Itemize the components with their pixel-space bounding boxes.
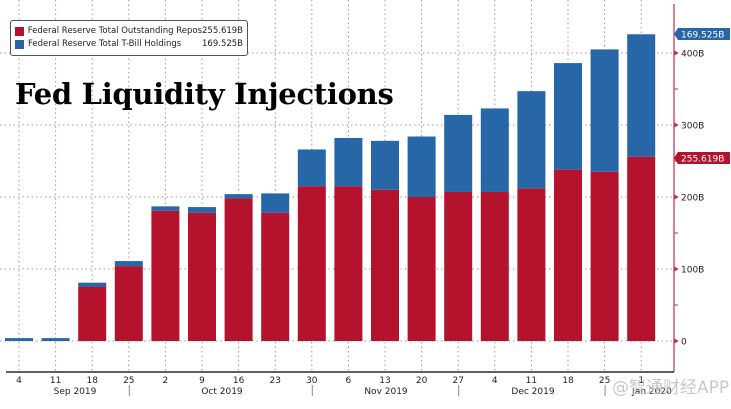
bar-tbills [334,137,363,187]
bar-repos [407,197,436,341]
y-tick-marker [674,266,679,272]
bar-tbills [444,114,473,192]
last-value-callout-repos [674,152,730,164]
bar-tbills [297,149,326,187]
x-tick-label: 20 [416,376,428,386]
bar-repos [151,210,180,341]
last-value-label-tbills: 169.525B [681,31,724,41]
x-tick-label: 27 [452,376,463,386]
x-tick-label: 13 [379,376,390,386]
bar-tbills [371,140,399,190]
x-tick-label: 4 [492,376,498,386]
y-tick-marker [674,338,679,344]
x-tick-label: 11 [50,376,61,386]
bar-repos [261,212,290,341]
x-tick-label: 23 [269,376,280,386]
x-month-label: Sep 2019 [54,387,97,397]
bar-tbills [114,261,143,267]
x-tick-label: 30 [306,376,318,386]
bar-repos [627,156,656,341]
bar-tbills [407,136,436,197]
legend-label-tbills: Federal Reserve Total T-Bill Holdings [28,39,182,49]
x-tick-label: 11 [526,376,537,386]
x-tick-label: 6 [346,376,352,386]
legend-value-repos: 255.619B [202,26,243,36]
y-tick-label: 100B [681,266,704,276]
x-tick-label: 18 [86,376,98,386]
bar-repos [188,212,216,341]
x-month-label: Jan 2020 [631,387,672,397]
bar-tbills [78,282,107,287]
legend-item-repos: Federal Reserve Total Outstanding Repos … [15,25,243,37]
bar-repos [517,188,546,341]
bar-repos [78,287,107,341]
last-value-callout-tbills [674,28,730,40]
bar-tbills [480,108,509,192]
x-month-label: Dec 2019 [511,387,554,397]
x-tick-label: 4 [16,376,22,386]
chart-title: Fed Liquidity Injections [15,77,394,111]
x-tick-label: 25 [599,376,610,386]
bar-repos [444,191,473,341]
bar-tbills [151,206,180,211]
bar-tbills [554,63,582,170]
legend-swatch-tbills [15,39,24,49]
x-tick-label: 25 [123,376,134,386]
last-value-label-repos: 255.619B [681,155,724,165]
y-tick-label: 0 [681,338,687,348]
y-tick-marker [674,194,679,200]
bar-tbills [5,338,33,341]
x-tick-label: 16 [233,376,245,386]
x-month-label: Nov 2019 [364,387,408,397]
x-month-label: Oct 2019 [201,387,243,397]
bar-repos [224,198,253,341]
legend: Federal Reserve Total Outstanding Repos … [10,20,248,56]
bar-tbills [188,207,216,213]
legend-value-tbills: 169.525B [202,39,243,49]
y-tick-label: 400B [681,50,704,60]
bar-tbills [41,338,70,341]
legend-label-repos: Federal Reserve Total Outstanding Repos [27,26,203,36]
bar-tbills [224,194,253,199]
bar-repos [590,171,619,341]
bar-tbills [261,193,290,213]
y-tick-marker [674,50,679,56]
legend-swatch-repos [15,26,24,36]
x-tick-label: 9 [199,376,205,386]
y-tick-label: 200B [681,194,704,204]
bar-repos [371,189,399,341]
bar-repos [297,186,326,341]
x-tick-label: 2 [163,376,169,386]
y-tick-marker [674,122,679,128]
bar-tbills [590,49,619,172]
y-tick-label: 300B [681,122,704,132]
watermark: @智通财经APP [612,378,730,398]
bar-repos [554,169,582,341]
x-tick-label: 1 [638,376,644,386]
bar-repos [480,191,509,341]
bar-tbills [627,34,656,157]
x-tick-label: 18 [562,376,574,386]
bar-repos [334,186,363,341]
bar-tbills [517,91,546,189]
bar-repos [114,266,143,341]
legend-item-tbills: Federal Reserve Total T-Bill Holdings 16… [15,38,243,50]
